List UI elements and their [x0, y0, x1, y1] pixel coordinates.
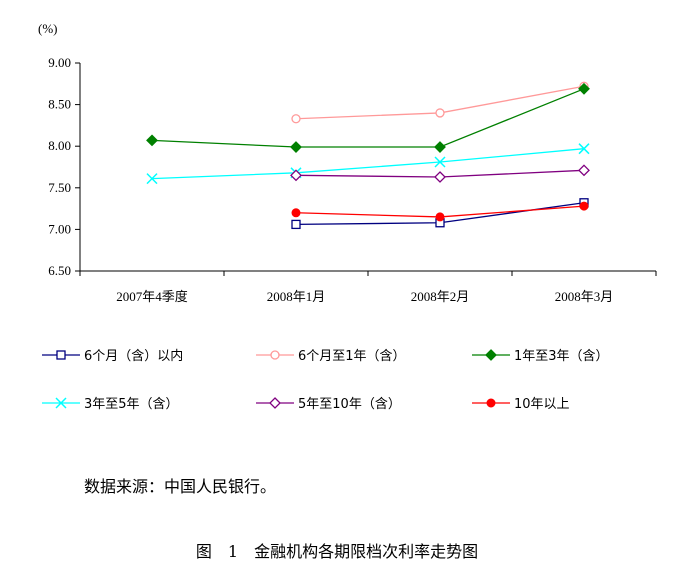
- x-tick-label: 2008年2月: [411, 289, 470, 304]
- legend-item: 1年至3年（含）: [472, 348, 609, 364]
- legend-label: 6个月（含）以内: [84, 348, 183, 364]
- y-tick-label: 6.50: [48, 263, 71, 278]
- y-tick-label: 7.50: [48, 180, 71, 195]
- y-tick-label: 8.50: [48, 97, 71, 112]
- series-4: [146, 143, 590, 185]
- data-point: [578, 82, 590, 95]
- x-tick-label: 2007年4季度: [116, 289, 188, 304]
- data-point: [291, 208, 301, 218]
- legend-label: 1年至3年（含）: [514, 348, 609, 364]
- legend-label: 10年以上: [514, 397, 570, 412]
- series-5: [290, 164, 590, 183]
- legend-item: 10年以上: [472, 397, 570, 412]
- figure-caption: 图 1 金融机构各期限档次利率走势图: [195, 542, 479, 561]
- x-tick-label: 2008年3月: [555, 289, 614, 304]
- data-point: [435, 212, 445, 222]
- data-point: [578, 143, 590, 155]
- legend-marker: [485, 349, 497, 361]
- legend-marker: [269, 397, 281, 409]
- data-point: [290, 141, 302, 153]
- legend-label: 3年至5年（含）: [84, 396, 179, 412]
- legend-marker: [56, 350, 66, 360]
- series-line: [151, 148, 585, 180]
- data-point: [291, 219, 301, 230]
- data-point: [434, 141, 446, 153]
- data-point: [578, 164, 590, 177]
- data-point: [290, 169, 302, 182]
- legend-item: 6个月（含）以内: [42, 348, 183, 364]
- legend-label: 5年至10年（含）: [298, 396, 401, 412]
- series-3: [146, 82, 590, 153]
- series-2: [291, 81, 589, 124]
- y-tick-label: 7.00: [48, 221, 71, 236]
- data-point: [435, 108, 445, 118]
- data-point: [146, 173, 158, 185]
- legend-marker: [270, 350, 280, 360]
- legend-item: 6个月至1年（含）: [256, 348, 406, 364]
- y-unit-label: (%): [38, 21, 58, 36]
- data-point: [434, 171, 446, 183]
- legend-marker: [55, 397, 67, 409]
- legend-item: 5年至10年（含）: [256, 396, 401, 412]
- axes: 9.00 8.50 8.00 7.50 7.00 6.50 2007年4季度 2008年1月 2…: [48, 55, 657, 304]
- data-point: [146, 134, 158, 147]
- legend-item: 3年至5年（含）: [42, 396, 179, 412]
- line-chart: (%) 9.00 8.50 8.00 7.50 7.00 6.50 2007年4季度 2008…: [38, 21, 657, 412]
- y-tick-label: 8.00: [48, 138, 71, 153]
- series-line: [151, 88, 585, 148]
- data-point: [579, 201, 589, 211]
- legend: 6个月（含）以内 6个月至1年（含） 1年至3年（含） 3年至5年（含） 5年至10年（…: [42, 348, 609, 412]
- series-6: [291, 201, 589, 222]
- legend-label: 6个月至1年（含）: [298, 348, 406, 364]
- y-tick-label: 9.00: [48, 55, 71, 70]
- data-point: [434, 156, 446, 168]
- source-note: 数据来源：中国人民银行。: [84, 477, 277, 496]
- series-layer: [146, 81, 590, 230]
- data-point: [291, 114, 301, 124]
- legend-marker: [486, 398, 496, 408]
- x-tick-label: 2008年1月: [267, 289, 326, 304]
